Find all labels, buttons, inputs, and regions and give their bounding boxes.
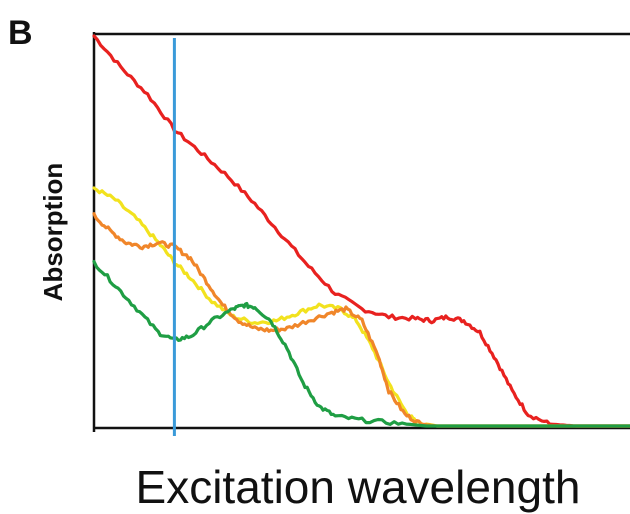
series-line-1: [92, 34, 630, 428]
panel-label: B: [8, 14, 33, 52]
x-axis-label: Excitation wavelength: [136, 461, 581, 513]
plot-area: [92, 32, 630, 436]
y-axis-label: Absorption: [38, 163, 68, 302]
series-line-4: [92, 259, 630, 428]
series-line-2: [92, 186, 630, 428]
series-line-3: [92, 212, 630, 428]
series-group: [92, 34, 630, 428]
